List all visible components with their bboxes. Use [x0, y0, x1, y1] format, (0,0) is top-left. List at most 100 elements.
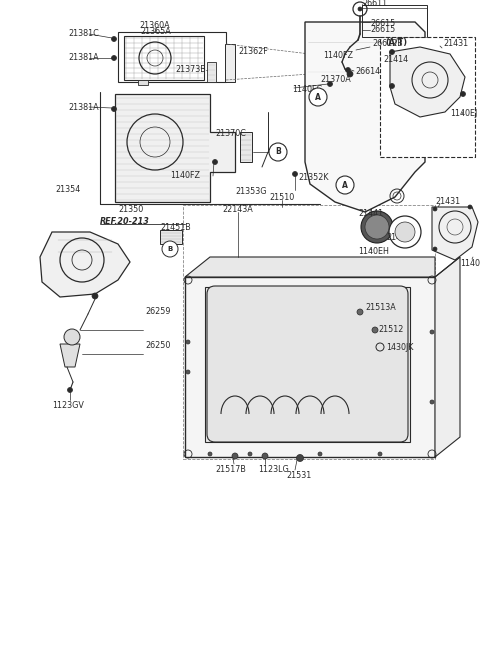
- Bar: [362, 5, 427, 37]
- Text: B: B: [168, 246, 173, 252]
- Text: 21365A: 21365A: [140, 27, 171, 35]
- Text: 21431: 21431: [443, 40, 468, 48]
- Circle shape: [68, 387, 72, 393]
- Circle shape: [378, 452, 382, 456]
- Polygon shape: [435, 257, 460, 277]
- Text: 21370C: 21370C: [215, 130, 246, 138]
- Polygon shape: [432, 207, 478, 260]
- Text: (A/T): (A/T): [385, 38, 407, 46]
- Circle shape: [111, 55, 117, 61]
- Text: 26259: 26259: [145, 308, 170, 316]
- Text: 1430JK: 1430JK: [386, 342, 413, 351]
- Text: B: B: [275, 147, 281, 156]
- Circle shape: [395, 222, 415, 242]
- Circle shape: [213, 160, 217, 164]
- Polygon shape: [390, 47, 465, 117]
- Bar: [124, 36, 204, 80]
- Text: 1140FZ: 1140FZ: [170, 171, 200, 181]
- Circle shape: [232, 453, 238, 459]
- Circle shape: [468, 205, 472, 209]
- Circle shape: [389, 83, 395, 89]
- Text: 21512: 21512: [378, 325, 403, 334]
- Circle shape: [111, 106, 117, 111]
- Circle shape: [433, 207, 437, 211]
- Text: 1123LG: 1123LG: [258, 464, 289, 473]
- Circle shape: [347, 71, 353, 77]
- Circle shape: [460, 91, 466, 96]
- Circle shape: [64, 329, 80, 345]
- Circle shape: [336, 176, 354, 194]
- Circle shape: [186, 340, 190, 344]
- Circle shape: [346, 68, 350, 72]
- Text: 21381A: 21381A: [68, 102, 98, 111]
- Text: 26611: 26611: [362, 0, 387, 8]
- Polygon shape: [207, 62, 216, 82]
- Circle shape: [361, 211, 393, 243]
- Text: 21414: 21414: [383, 55, 408, 65]
- Circle shape: [208, 452, 212, 456]
- Circle shape: [357, 309, 363, 315]
- Polygon shape: [305, 22, 425, 212]
- Text: 21443: 21443: [386, 233, 411, 243]
- Text: 26250: 26250: [145, 340, 170, 349]
- Circle shape: [297, 454, 303, 462]
- Text: A: A: [342, 181, 348, 190]
- Text: 1140EJ: 1140EJ: [450, 110, 477, 119]
- Polygon shape: [310, 56, 320, 76]
- Circle shape: [433, 247, 437, 251]
- Circle shape: [389, 50, 395, 55]
- Text: 21362F: 21362F: [238, 48, 268, 57]
- Circle shape: [292, 171, 298, 177]
- Circle shape: [430, 330, 434, 334]
- Polygon shape: [185, 257, 435, 277]
- Circle shape: [111, 37, 117, 42]
- Circle shape: [248, 452, 252, 456]
- Circle shape: [372, 327, 378, 333]
- Text: 21531: 21531: [286, 471, 311, 479]
- Text: 26615: 26615: [370, 20, 395, 29]
- Text: 1140EH: 1140EH: [358, 248, 389, 256]
- Text: 1123GV: 1123GV: [52, 402, 84, 411]
- Bar: [183, 205, 435, 459]
- Circle shape: [327, 82, 333, 87]
- Text: 22143A: 22143A: [222, 205, 253, 215]
- Text: 21352K: 21352K: [298, 173, 328, 183]
- Text: 1140EJ: 1140EJ: [460, 259, 480, 269]
- Circle shape: [318, 452, 322, 456]
- FancyBboxPatch shape: [207, 286, 408, 442]
- Circle shape: [269, 143, 287, 161]
- Polygon shape: [115, 94, 235, 202]
- Bar: [160, 230, 182, 244]
- Text: 21354: 21354: [55, 185, 80, 194]
- Bar: [185, 277, 435, 457]
- Text: 21510: 21510: [269, 192, 295, 201]
- Circle shape: [162, 241, 178, 257]
- Bar: [205, 287, 410, 442]
- Text: 26614: 26614: [355, 68, 380, 76]
- Circle shape: [365, 215, 389, 239]
- Polygon shape: [435, 257, 460, 457]
- Text: 21360A: 21360A: [140, 22, 170, 31]
- Text: REF.20-213: REF.20-213: [100, 218, 150, 226]
- Text: 21353G: 21353G: [235, 188, 266, 196]
- Text: 21513A: 21513A: [365, 303, 396, 312]
- Text: 1140FC: 1140FC: [292, 85, 322, 93]
- Bar: [380, 37, 475, 157]
- Text: 21350: 21350: [118, 205, 143, 213]
- Polygon shape: [60, 344, 80, 367]
- Text: 1140FZ: 1140FZ: [323, 52, 353, 61]
- Polygon shape: [225, 44, 235, 82]
- Circle shape: [186, 370, 190, 374]
- Circle shape: [358, 7, 362, 11]
- Text: A: A: [315, 93, 321, 102]
- Text: 26615: 26615: [370, 25, 395, 35]
- Polygon shape: [240, 132, 252, 162]
- Text: 21431: 21431: [435, 198, 460, 207]
- Text: 26612B: 26612B: [372, 40, 403, 48]
- Circle shape: [309, 88, 327, 106]
- Text: 21381C: 21381C: [68, 29, 99, 38]
- Bar: [118, 32, 226, 82]
- Text: 21373B: 21373B: [175, 65, 206, 74]
- Circle shape: [262, 453, 268, 459]
- Polygon shape: [138, 80, 148, 85]
